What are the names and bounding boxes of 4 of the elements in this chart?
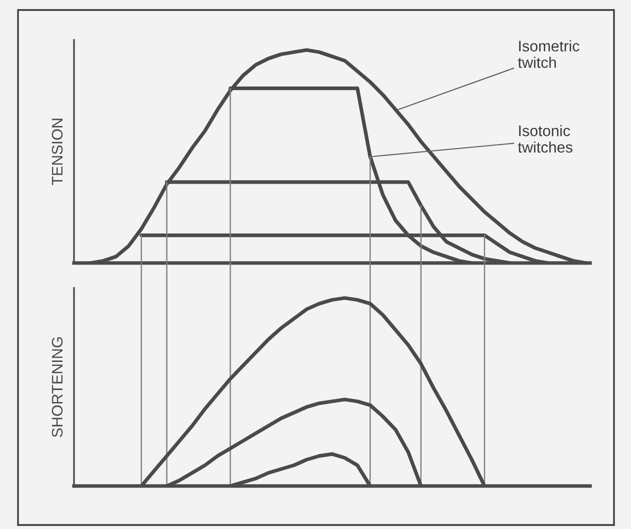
y-axis-title: SHORTENING [52, 337, 63, 438]
annotation: Isotonic twitches [518, 125, 572, 153]
y-axis-title: TENSION [52, 118, 63, 186]
annotation: Isometric twitch [518, 40, 580, 68]
